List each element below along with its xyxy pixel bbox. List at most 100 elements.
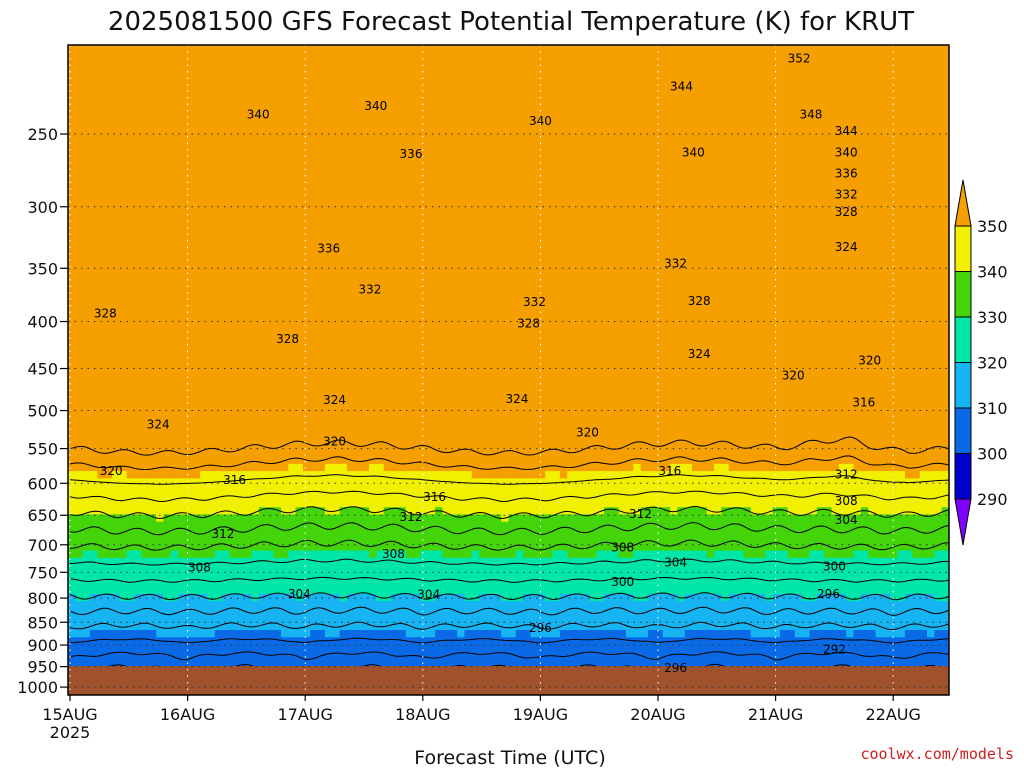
field-cell	[369, 651, 377, 660]
field-cell	[273, 391, 282, 400]
field-cell	[68, 240, 76, 248]
field-cell	[332, 276, 341, 284]
field-cell	[435, 153, 444, 162]
field-cell	[207, 550, 216, 559]
field-cell	[369, 478, 377, 487]
field-cell	[376, 59, 385, 68]
field-cell	[427, 442, 436, 451]
field-cell	[369, 579, 377, 588]
field-cell	[413, 413, 421, 422]
field-cell	[170, 622, 179, 631]
field-cell	[332, 630, 341, 638]
field-cell	[68, 153, 76, 162]
field-cell	[346, 521, 355, 530]
field-cell	[178, 333, 187, 342]
field-cell	[420, 138, 429, 147]
field-cell	[126, 644, 135, 653]
field-cell	[141, 153, 150, 162]
field-cell	[442, 146, 451, 154]
field-cell	[75, 297, 84, 306]
field-cell	[398, 637, 407, 646]
field-cell	[126, 348, 135, 357]
field-cell	[200, 175, 209, 183]
field-cell	[134, 203, 143, 212]
field-cell	[170, 384, 179, 393]
field-cell	[163, 471, 172, 479]
field-cell	[214, 232, 223, 241]
field-cell	[90, 45, 98, 53]
field-cell	[207, 579, 216, 588]
field-cell	[464, 240, 473, 248]
field-cell	[324, 117, 333, 126]
field-cell	[324, 247, 333, 256]
field-cell	[192, 45, 201, 53]
field-cell	[185, 240, 194, 248]
field-cell	[214, 420, 223, 429]
field-cell	[449, 203, 458, 212]
field-cell	[119, 117, 128, 126]
field-cell	[236, 312, 245, 321]
field-cell	[258, 348, 267, 357]
field-cell	[148, 485, 157, 494]
field-cell	[207, 117, 216, 126]
field-cell	[376, 572, 385, 581]
field-cell	[178, 500, 187, 508]
field-cell	[163, 312, 172, 321]
field-cell	[273, 536, 282, 544]
field-cell	[258, 435, 267, 443]
field-cell	[280, 59, 289, 68]
field-cell	[346, 175, 355, 183]
field-cell	[361, 59, 370, 68]
field-cell	[112, 153, 120, 162]
field-cell	[361, 572, 370, 581]
field-cell	[346, 333, 355, 342]
field-cell	[324, 283, 333, 292]
field-cell	[280, 283, 289, 292]
field-cell	[75, 225, 84, 234]
field-cell	[258, 268, 267, 277]
field-cell	[457, 449, 466, 458]
field-cell	[413, 449, 421, 458]
field-cell	[339, 268, 348, 277]
field-cell	[405, 247, 414, 256]
field-cell	[207, 630, 216, 638]
field-cell	[258, 471, 267, 479]
field-cell	[310, 167, 319, 176]
field-cell	[68, 637, 76, 646]
field-cell	[413, 514, 421, 523]
field-cell	[376, 45, 385, 53]
field-cell	[178, 536, 187, 544]
field-cell	[273, 398, 282, 407]
field-cell	[156, 507, 165, 516]
field-cell	[339, 355, 348, 364]
field-cell	[280, 550, 289, 559]
field-cell	[185, 160, 194, 169]
field-cell	[449, 124, 458, 133]
field-cell	[280, 225, 289, 234]
field-cell	[214, 377, 223, 386]
field-cell	[457, 456, 466, 465]
field-cell	[141, 456, 150, 465]
field-cell	[75, 449, 84, 458]
field-cell	[200, 117, 209, 126]
field-cell	[295, 160, 304, 169]
field-cell	[126, 117, 135, 126]
field-cell	[82, 95, 91, 104]
field-cell	[68, 579, 76, 588]
field-cell	[369, 398, 377, 407]
field-cell	[178, 630, 187, 638]
field-cell	[346, 572, 355, 581]
field-cell	[369, 341, 377, 349]
field-cell	[192, 160, 201, 169]
field-cell	[90, 370, 98, 378]
field-cell	[361, 283, 370, 292]
field-cell	[354, 593, 363, 602]
field-cell	[97, 485, 106, 494]
field-cell	[464, 557, 473, 566]
field-cell	[207, 471, 216, 479]
field-cell	[295, 261, 304, 270]
field-cell	[317, 391, 326, 400]
field-cell	[302, 398, 311, 407]
field-cell	[361, 333, 370, 342]
field-cell	[398, 565, 407, 573]
